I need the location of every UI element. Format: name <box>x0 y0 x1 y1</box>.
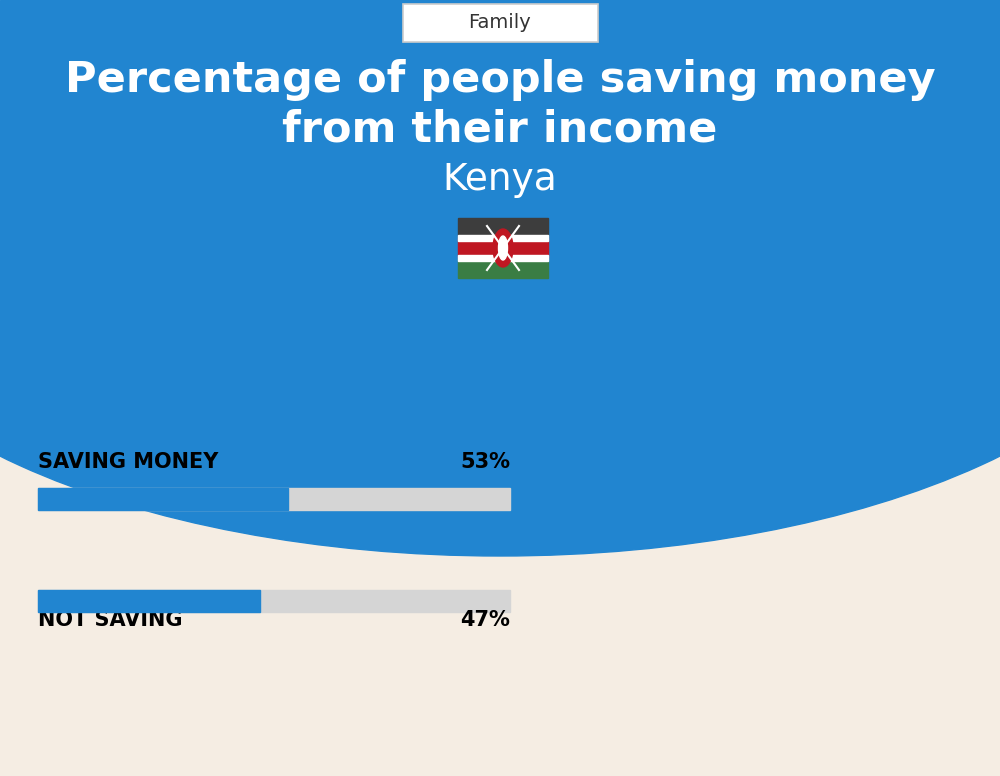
Text: Kenya: Kenya <box>443 162 557 198</box>
Text: NOT SAVING: NOT SAVING <box>38 610 182 630</box>
Text: 53%: 53% <box>460 452 510 472</box>
Ellipse shape <box>0 0 1000 556</box>
Bar <box>458 258 548 278</box>
Ellipse shape <box>493 229 513 267</box>
Ellipse shape <box>498 236 508 260</box>
Text: Percentage of people saving money: Percentage of people saving money <box>65 59 935 101</box>
Bar <box>38 488 288 510</box>
Text: SAVING MONEY: SAVING MONEY <box>38 452 218 472</box>
Bar <box>458 255 548 261</box>
Bar <box>38 488 510 510</box>
Bar <box>458 218 548 238</box>
Bar <box>0 0 1000 246</box>
Text: from their income: from their income <box>282 109 718 151</box>
Bar <box>458 238 548 258</box>
Text: 47%: 47% <box>460 610 510 630</box>
Bar <box>38 590 510 612</box>
Bar <box>38 590 260 612</box>
Text: Family: Family <box>469 13 531 33</box>
FancyBboxPatch shape <box>402 4 598 42</box>
Bar <box>458 235 548 241</box>
